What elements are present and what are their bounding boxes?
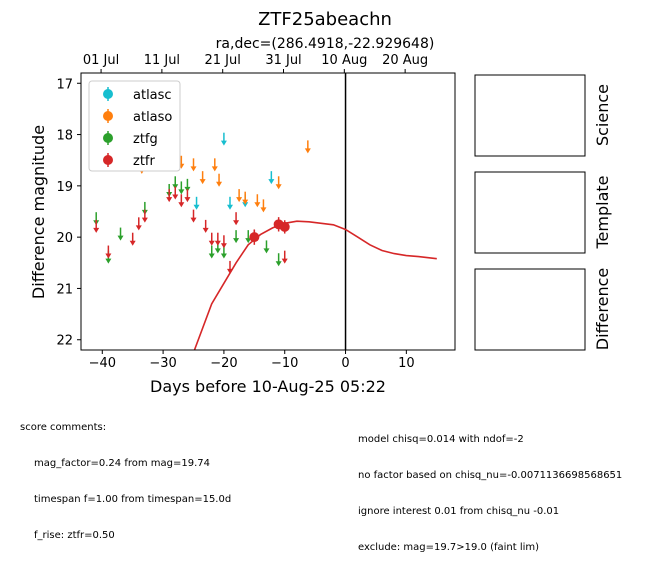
ztfr-upper-limit-point [178, 194, 185, 208]
panel-template: Template [474, 171, 612, 254]
atlaso-upper-limit-point [211, 158, 218, 172]
legend-box [88, 80, 181, 172]
legend-item-atlaso: atlaso [103, 109, 172, 125]
chart: ZTF25abeachn ra,dec=(286.4918,-22.929648… [29, 9, 612, 396]
top-tick-label: 31 Jul [265, 53, 301, 68]
legend-item-ztfg: ztfg [103, 131, 158, 147]
model-comment-line: no factor based on chisq_nu=-0.007113669… [358, 470, 623, 481]
top-tick-label: 11 Jul [144, 53, 180, 68]
atlaso-upper-limit-point [190, 158, 197, 172]
legend-label: atlaso [133, 110, 172, 125]
ztfg-upper-limit-point [117, 227, 124, 241]
ztfr-upper-limit-point [281, 250, 288, 264]
atlaso-upper-limit-point [199, 171, 206, 185]
y-tick-label: 18 [56, 129, 73, 144]
legend-item-ztfr: ztfr [103, 153, 155, 169]
model-comment-line: model chisq=0.014 with ndof=-2 [358, 434, 524, 445]
ztfr-upper-limit-point [105, 245, 112, 259]
chart-title: ZTF25abeachn [258, 9, 392, 30]
top-tick-label: 10 Aug [321, 53, 367, 68]
ztfr-upper-limit-point [208, 232, 215, 246]
ztfr-upper-limit-point [226, 260, 233, 274]
atlaso-upper-limit-point [304, 140, 311, 154]
ztfr-upper-limit-point [141, 209, 148, 223]
top-tick-label: 01 Jul [83, 53, 119, 68]
panel-difference: Difference [474, 268, 612, 351]
ztfg-upper-limit-point [245, 230, 252, 244]
atlaso-upper-limit-point [236, 189, 243, 203]
y-tick-label: 17 [56, 77, 73, 92]
x-tick-label: −20 [210, 356, 237, 371]
ztfr-detection-point [249, 229, 260, 245]
panel-label: Difference [593, 268, 612, 350]
top-tick-label: 20 Aug [382, 53, 428, 68]
chart-subtitle: ra,dec=(286.4918,-22.929648) [216, 36, 435, 52]
y-axis-label: Difference magnitude [29, 125, 48, 299]
atlaso-upper-limit-point [242, 191, 249, 205]
score-comment-line: f_rise: ztfr=0.50 [34, 530, 115, 541]
x-tick-label: −30 [149, 356, 176, 371]
y-tick-label: 21 [56, 282, 73, 297]
ztfr-upper-limit-point [220, 235, 227, 249]
ztfg-upper-limit-point [275, 253, 282, 267]
ztfr-upper-limit-point [202, 219, 209, 233]
ztfr-detection-point [279, 220, 290, 234]
atlaso-upper-limit-point [216, 173, 223, 187]
model-comments: model chisq=0.014 with ndof=-2 no factor… [358, 410, 622, 566]
atlasc-upper-limit-point [226, 196, 233, 210]
model-comment-line: ignore interest 0.01 from chisq_nu -0.01 [358, 506, 560, 517]
y-tick-label: 20 [56, 231, 73, 246]
atlaso-upper-limit-point [260, 199, 267, 213]
y-tick-label: 19 [56, 180, 73, 195]
x-tick-label: 10 [398, 356, 415, 371]
top-tick-label: 21 Jul [205, 53, 241, 68]
atlasc-upper-limit-point [193, 196, 200, 210]
panel-box [474, 171, 586, 254]
x-tick-label: −40 [89, 356, 116, 371]
panel-label: Template [593, 175, 612, 249]
plot-frame [80, 72, 456, 351]
model-comment-line: exclude: mag=19.7>19.0 (faint lim) [358, 542, 540, 553]
score-comment-line: timespan f=1.00 from timespan=15.0d [34, 494, 232, 505]
score-comments-header: score comments: [20, 422, 107, 433]
legend-item-atlasc: atlasc [103, 87, 172, 103]
legend-label: atlasc [133, 88, 172, 103]
legend-label: ztfr [133, 154, 155, 169]
panel-science: Science [474, 74, 612, 157]
ztfr-upper-limit-point [233, 212, 240, 226]
ztfr-upper-limit-point [135, 217, 142, 231]
score-comments: score comments: mag_factor=0.24 from mag… [20, 398, 231, 554]
ztfg-upper-limit-point [178, 181, 185, 195]
ztfg-upper-limit-point [208, 245, 215, 259]
ztfr-upper-limit-point [190, 209, 197, 223]
ztfg-upper-limit-point [233, 230, 240, 244]
x-axis-label: Days before 10-Aug-25 05:22 [150, 377, 386, 396]
ztfr-upper-limit-point [129, 232, 136, 246]
legend-label: ztfg [133, 132, 158, 147]
panel-label: Science [593, 84, 612, 146]
x-tick-label: −10 [271, 356, 298, 371]
score-comment-line: mag_factor=0.24 from mag=19.74 [34, 458, 211, 469]
ztfr-upper-limit-point [184, 189, 191, 203]
ztfr-upper-limit-point [214, 232, 221, 246]
model-curve [193, 220, 437, 350]
legend: atlasc atlaso ztfg ztfr [88, 80, 181, 172]
plot-area: −40 −30 −20 −10 0 10 17 18 19 20 21 22 01 Jul 11 Ju… [56, 53, 456, 371]
panel-box [474, 268, 586, 351]
atlasc-upper-limit-point [268, 171, 275, 185]
ztfg-upper-limit-point [263, 240, 270, 254]
x-tick-label: 0 [341, 356, 349, 371]
ztfr-upper-limit-point [93, 219, 100, 233]
panel-box [474, 74, 586, 157]
atlaso-upper-limit-point [254, 194, 261, 208]
ztfr-upper-limit-point [172, 186, 179, 200]
ztfr-upper-limit-point [166, 189, 173, 203]
atlaso-upper-limit-point [275, 176, 282, 190]
y-tick-label: 22 [56, 334, 73, 349]
atlasc-upper-limit-point [220, 132, 227, 146]
